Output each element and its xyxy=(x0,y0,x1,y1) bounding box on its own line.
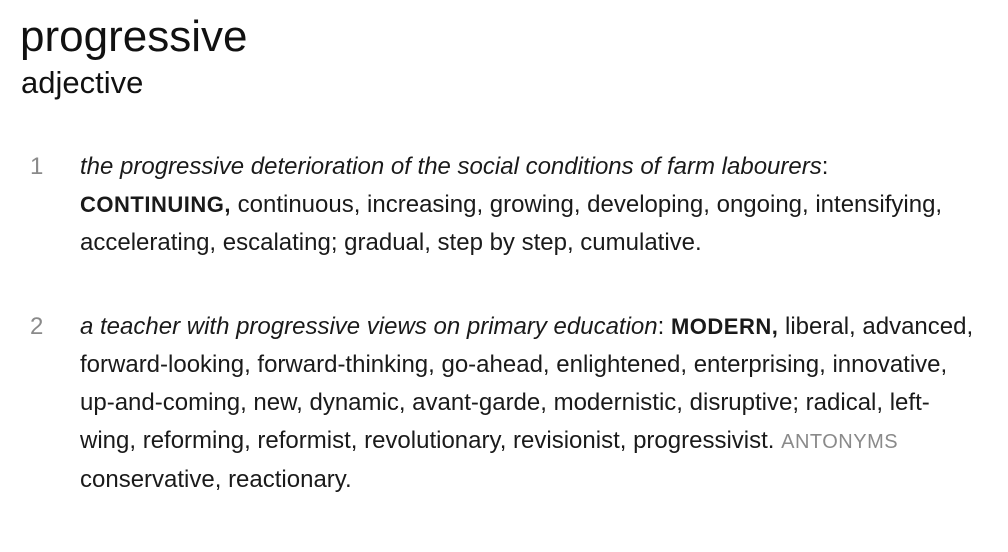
headword: progressive xyxy=(20,12,248,61)
example-sentence: a teacher with progressive views on prim… xyxy=(80,313,658,340)
antonyms-label: ANTONYMS xyxy=(781,431,899,453)
sense-body: a teacher with progressive views on prim… xyxy=(80,308,980,499)
antonym-list: conservative, reactionary. xyxy=(80,466,352,493)
synonym-list: continuous, increasing, growing, develop… xyxy=(80,191,943,256)
part-of-speech: adjective xyxy=(21,65,144,100)
example-sentence: the progressive deterioration of the soc… xyxy=(80,153,822,180)
example-colon: : xyxy=(821,153,829,180)
sense-number: 1 xyxy=(30,153,44,180)
example-colon: : xyxy=(657,313,665,340)
core-synonym[interactable]: MODERN, xyxy=(670,314,779,339)
core-synonym[interactable]: CONTINUING, xyxy=(80,192,231,217)
sense-number: 2 xyxy=(30,313,44,340)
sense-body: the progressive deterioration of the soc… xyxy=(80,148,980,262)
synonym-list: liberal, advanced, forward-looking, forw… xyxy=(80,313,974,454)
